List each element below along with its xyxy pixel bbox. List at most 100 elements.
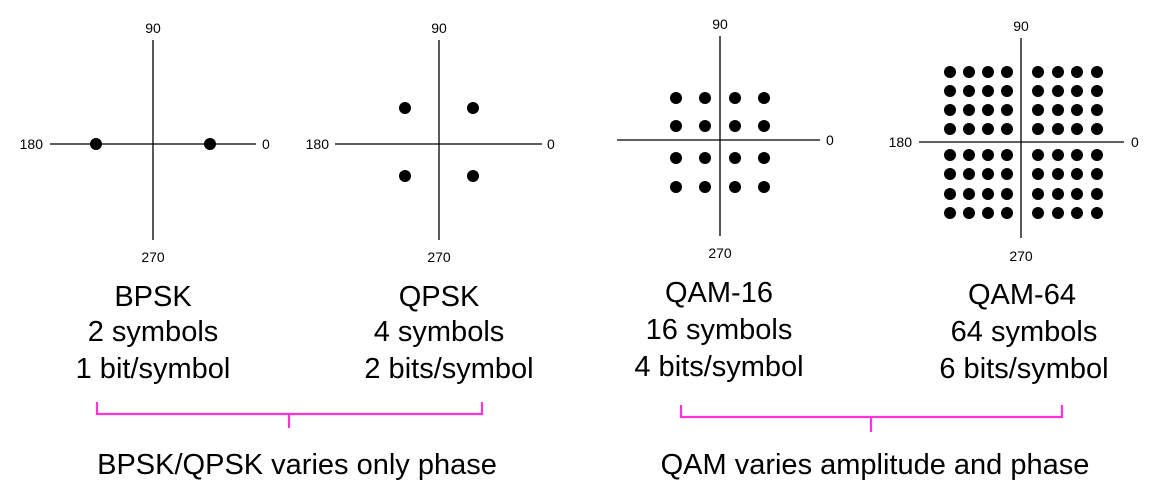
bpsk-point xyxy=(90,138,102,150)
qam64-point xyxy=(982,207,994,219)
qpsk-label-0: 0 xyxy=(547,136,555,152)
qam64-point xyxy=(1001,85,1013,97)
qam64-point xyxy=(1071,149,1083,161)
bpsk-points xyxy=(90,138,216,150)
qam16-point xyxy=(699,152,711,164)
qam16-label-90: 90 xyxy=(712,16,728,32)
qam64-point xyxy=(1032,104,1044,116)
qam64-point xyxy=(963,168,975,180)
qam64-point xyxy=(1091,66,1103,78)
qam64-point xyxy=(963,123,975,135)
qam16-label-0: 0 xyxy=(826,132,834,148)
qam64-point xyxy=(1091,85,1103,97)
qam64-label-0: 0 xyxy=(1131,134,1139,150)
qpsk-points xyxy=(399,102,479,182)
qam16-point xyxy=(729,181,741,193)
bpsk-label-270: 270 xyxy=(141,249,165,265)
qam64-point xyxy=(1032,188,1044,200)
qam64-label-270: 270 xyxy=(1009,248,1033,264)
qam64-point xyxy=(1001,168,1013,180)
qam64-constellation: 90 180 0 270 QAM-64 64 symbols 6 bits/sy… xyxy=(889,18,1139,385)
qam64-point xyxy=(944,66,956,78)
bpsk-constellation: 90 180 0 270 BPSK 2 symbols 1 bit/symbol xyxy=(20,20,270,385)
qam16-point xyxy=(699,181,711,193)
qam64-point xyxy=(1091,188,1103,200)
qam64-point xyxy=(1071,207,1083,219)
qam64-point xyxy=(1032,168,1044,180)
qam64-bits-per-symbol: 6 bits/symbol xyxy=(939,353,1108,385)
qam16-symbol-count: 16 symbols xyxy=(646,314,793,346)
qam64-point xyxy=(1071,66,1083,78)
bpsk-point xyxy=(204,138,216,150)
qam-group-brace xyxy=(679,405,1064,432)
qam16-point xyxy=(670,120,682,132)
qam64-point xyxy=(982,123,994,135)
qpsk-label-90: 90 xyxy=(431,20,447,36)
bpsk-label-90: 90 xyxy=(145,20,161,36)
qam64-point xyxy=(1071,188,1083,200)
qam64-point xyxy=(944,104,956,116)
qpsk-bits-per-symbol: 2 bits/symbol xyxy=(364,353,533,385)
qam64-points xyxy=(944,66,1103,219)
qam64-point xyxy=(1001,149,1013,161)
qam64-point xyxy=(1032,85,1044,97)
qam64-label-90: 90 xyxy=(1013,18,1029,34)
bpsk-bits-per-symbol: 1 bit/symbol xyxy=(76,353,231,385)
qam64-point xyxy=(944,123,956,135)
qam64-point xyxy=(963,85,975,97)
qam16-point xyxy=(729,120,741,132)
qam64-point xyxy=(1091,168,1103,180)
qam64-point xyxy=(1071,104,1083,116)
qam64-point xyxy=(1001,66,1013,78)
qam64-point xyxy=(1091,104,1103,116)
qam16-point xyxy=(670,92,682,104)
qpsk-point xyxy=(399,170,411,182)
qam64-point xyxy=(963,104,975,116)
phase-group-label: BPSK/QPSK varies only phase xyxy=(97,449,497,481)
qam64-point xyxy=(1052,168,1064,180)
qam64-point xyxy=(1052,188,1064,200)
qam64-point xyxy=(963,149,975,161)
bpsk-symbol-count: 2 symbols xyxy=(88,316,219,348)
qpsk-title: QPSK xyxy=(399,281,480,313)
qam64-point xyxy=(982,66,994,78)
qam16-title: QAM-16 xyxy=(665,277,773,309)
qam64-point xyxy=(944,168,956,180)
qpsk-symbol-count: 4 symbols xyxy=(374,316,505,348)
qam64-point xyxy=(1032,123,1044,135)
qam16-bits-per-symbol: 4 bits/symbol xyxy=(634,351,803,383)
qam16-point xyxy=(670,181,682,193)
qam16-label-270: 270 xyxy=(708,245,732,261)
qam64-point xyxy=(1032,149,1044,161)
qam64-point xyxy=(1071,123,1083,135)
qam64-point xyxy=(963,188,975,200)
qam64-point xyxy=(982,168,994,180)
qam64-point xyxy=(982,149,994,161)
qam64-point xyxy=(1052,149,1064,161)
qam16-point xyxy=(729,152,741,164)
qam64-point xyxy=(1032,207,1044,219)
qpsk-label-180: 180 xyxy=(306,136,330,152)
qam16-point xyxy=(758,120,770,132)
qam-group-label: QAM varies amplitude and phase xyxy=(661,449,1090,481)
qam64-point xyxy=(944,85,956,97)
qam64-point xyxy=(1071,85,1083,97)
qam64-point xyxy=(944,207,956,219)
qam64-point xyxy=(944,188,956,200)
qam64-point xyxy=(1052,85,1064,97)
qam16-constellation: 90 0 270 QAM-16 16 symbols 4 bits/symbol xyxy=(617,16,834,383)
qam64-point xyxy=(1052,123,1064,135)
qam64-title: QAM-64 xyxy=(968,279,1076,311)
qam64-point xyxy=(1001,123,1013,135)
qam64-point xyxy=(982,104,994,116)
qam64-point xyxy=(1032,66,1044,78)
qam64-point xyxy=(982,85,994,97)
bpsk-label-0: 0 xyxy=(262,136,270,152)
qam64-point xyxy=(982,188,994,200)
qam64-point xyxy=(1001,104,1013,116)
qam64-point xyxy=(1001,188,1013,200)
qam64-point xyxy=(963,207,975,219)
qam64-point xyxy=(1052,66,1064,78)
bpsk-label-180: 180 xyxy=(20,136,44,152)
